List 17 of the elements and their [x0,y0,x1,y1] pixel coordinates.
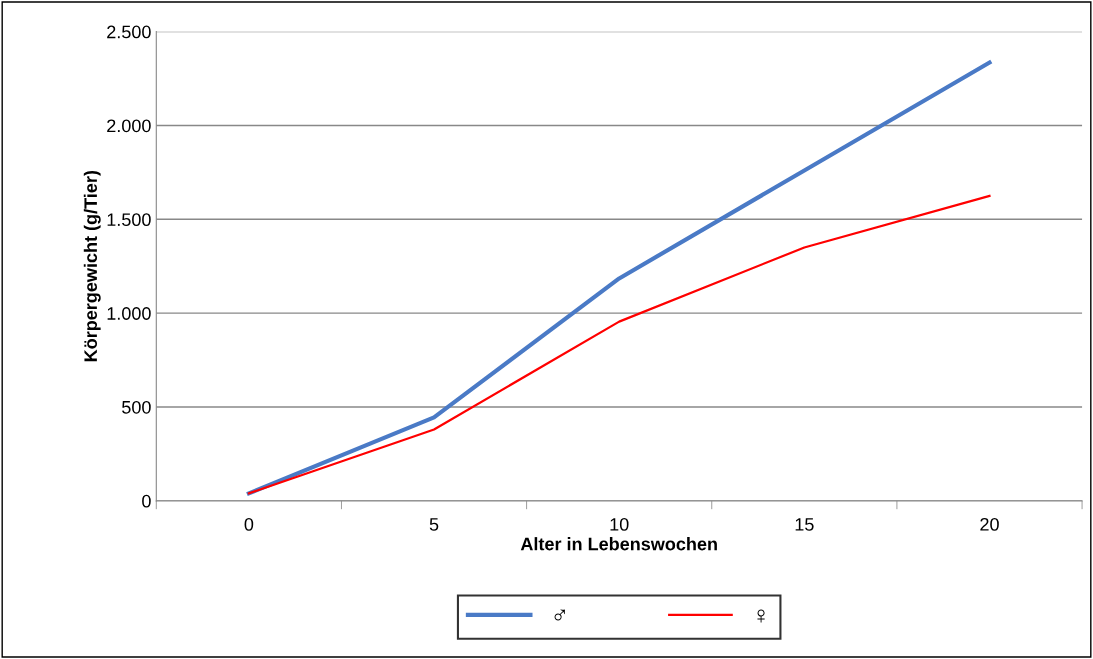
y-tick-label: 0 [142,494,151,508]
y-tick-label: 2.500 [107,25,151,39]
y-axis-title: Körpergewicht (g/Tier) [83,170,101,362]
x-tick-label: 15 [795,518,814,531]
x-tick-label: 5 [429,518,439,531]
x-tick-label: 0 [244,517,254,531]
x-tick-label: 20 [980,517,999,531]
line-series [246,60,992,496]
x-tick-label: 10 [610,517,629,531]
line-series [247,194,991,495]
y-tick-label: 1.000 [107,307,151,320]
y-tick-label: 500 [122,400,151,414]
x-axis-title: Alter in Lebenswochen [520,537,717,551]
y-tick-label: 2.000 [107,119,151,133]
legend-label: ♀ [757,609,765,623]
legend-label: ♂ [554,609,566,621]
y-tick-label: 1.500 [107,213,151,227]
